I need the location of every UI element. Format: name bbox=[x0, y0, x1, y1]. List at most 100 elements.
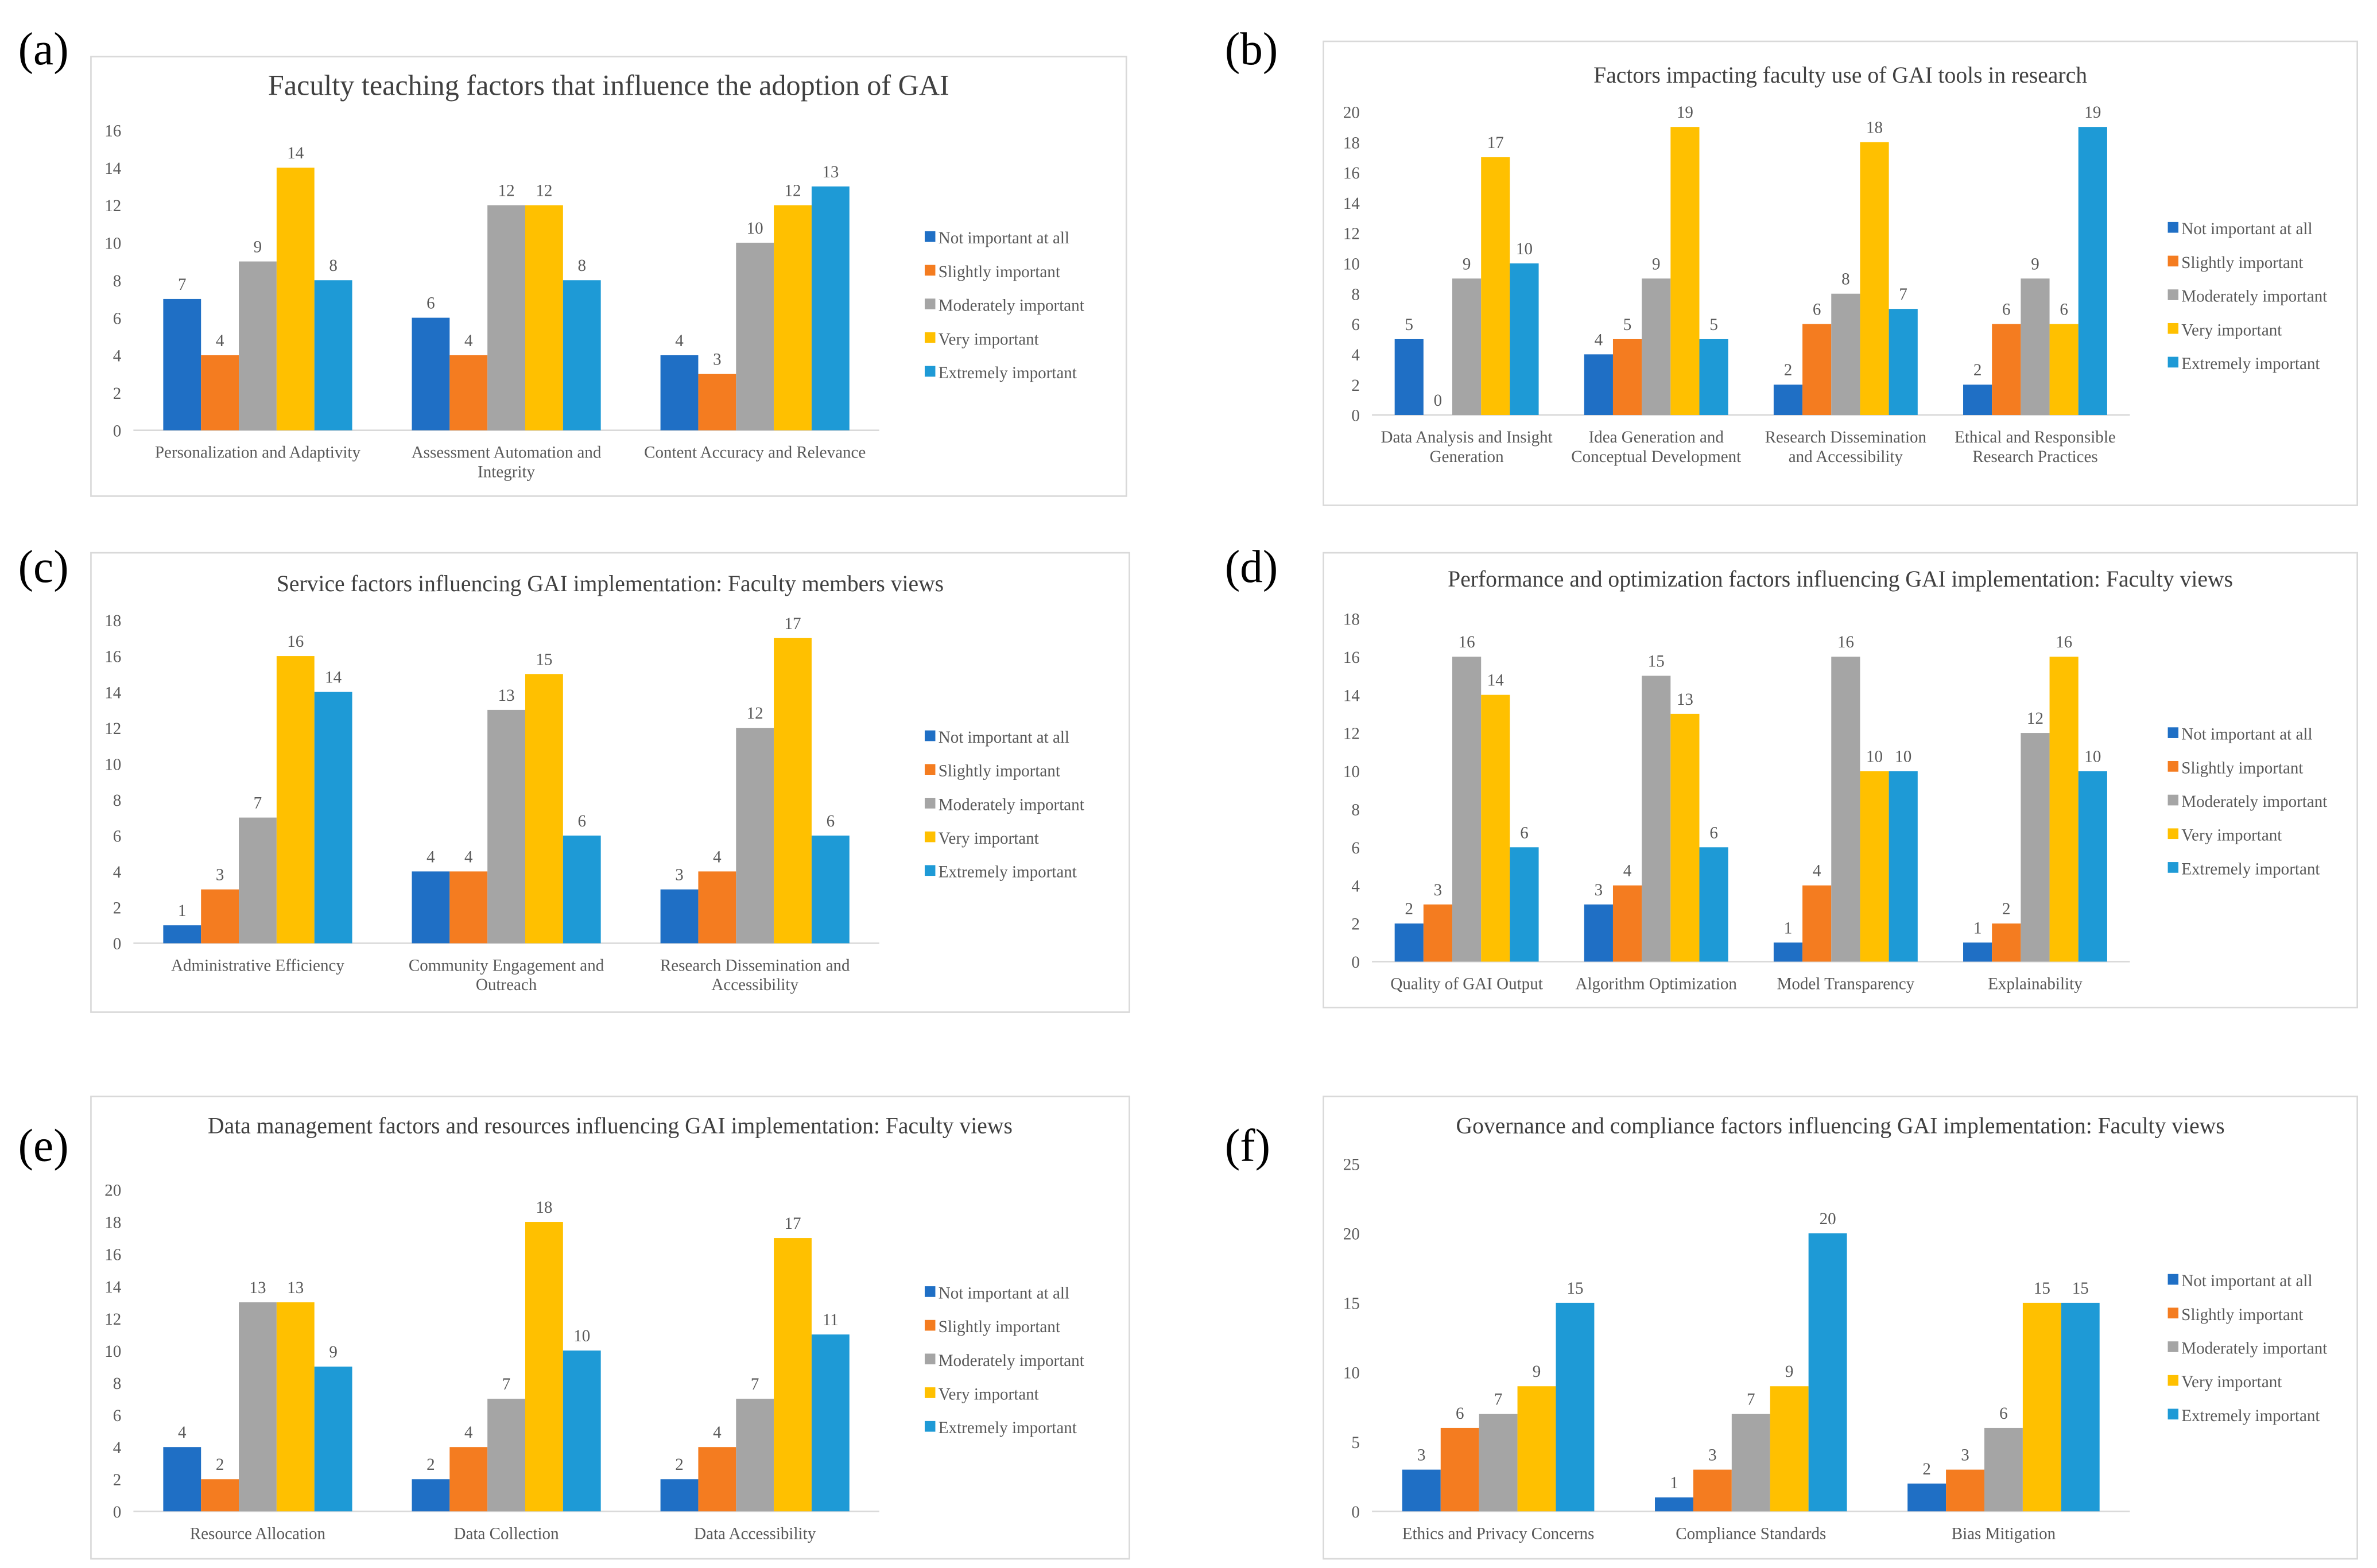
legend-swatch bbox=[2167, 255, 2179, 267]
y-tick-label: 16 bbox=[1343, 164, 1360, 183]
y-tick-label: 0 bbox=[1351, 1503, 1360, 1522]
y-tick-label: 10 bbox=[104, 1342, 121, 1361]
chart-title: Faculty teaching factors that influence … bbox=[268, 69, 949, 101]
x-tick-label: Data Collection bbox=[454, 1524, 559, 1543]
bar bbox=[449, 1447, 488, 1512]
y-tick-label: 2 bbox=[1351, 377, 1360, 395]
panel-label: (c) bbox=[18, 541, 69, 592]
data-label: 3 bbox=[1961, 1446, 1969, 1464]
data-label: 6 bbox=[577, 812, 586, 830]
data-label: 16 bbox=[1837, 633, 1854, 651]
data-label: 2 bbox=[675, 1456, 684, 1474]
panel-frame bbox=[90, 1095, 1130, 1560]
bar bbox=[1612, 885, 1642, 962]
bar bbox=[1889, 309, 1918, 416]
y-tick-label: 2 bbox=[1351, 915, 1360, 934]
panel-frame bbox=[90, 552, 1130, 1013]
data-label: 12 bbox=[536, 181, 552, 200]
legend-swatch bbox=[924, 730, 936, 742]
bar bbox=[736, 242, 774, 430]
data-label: 1 bbox=[178, 902, 187, 920]
y-tick-label: 16 bbox=[104, 122, 121, 140]
bar bbox=[412, 317, 450, 430]
data-label: 7 bbox=[1494, 1391, 1503, 1409]
bar bbox=[811, 186, 850, 430]
legend-label: Not important at all bbox=[2181, 220, 2312, 238]
legend-swatch bbox=[2167, 1341, 2179, 1352]
bar bbox=[811, 835, 850, 944]
data-label: 4 bbox=[675, 332, 684, 350]
data-label: 4 bbox=[713, 1423, 722, 1442]
panel-frame bbox=[1323, 1095, 2358, 1560]
y-tick-label: 25 bbox=[1343, 1155, 1360, 1174]
data-label: 15 bbox=[1648, 652, 1665, 670]
legend-label: Slightly important bbox=[939, 762, 1060, 781]
bar bbox=[525, 674, 563, 944]
y-tick-label: 0 bbox=[113, 1503, 122, 1522]
y-tick-label: 4 bbox=[113, 1439, 122, 1457]
y-tick-label: 12 bbox=[104, 197, 121, 215]
legend-label: Extremely important bbox=[2181, 355, 2320, 373]
legend-label: Slightly important bbox=[2181, 1306, 2303, 1324]
data-label: 2 bbox=[1784, 361, 1793, 379]
data-label: 10 bbox=[2084, 747, 2101, 766]
bar bbox=[1584, 354, 1613, 416]
bar bbox=[563, 835, 601, 944]
legend-label: Moderately important bbox=[2181, 1339, 2327, 1357]
data-label: 19 bbox=[1677, 103, 1693, 122]
legend-label: Extremely important bbox=[939, 364, 1077, 382]
x-tick-label: Research Dissemination and Accessibility bbox=[1765, 428, 1927, 466]
bar bbox=[660, 1479, 699, 1512]
bar bbox=[1452, 278, 1482, 416]
data-label: 2 bbox=[1973, 361, 1982, 379]
bar bbox=[1584, 904, 1613, 962]
data-label: 16 bbox=[1459, 633, 1475, 651]
data-label: 9 bbox=[1652, 255, 1661, 273]
bar bbox=[314, 1367, 352, 1512]
data-label: 7 bbox=[1747, 1391, 1755, 1409]
data-label: 9 bbox=[1785, 1363, 1794, 1381]
legend-swatch bbox=[924, 298, 936, 309]
legend-swatch bbox=[2167, 862, 2179, 873]
legend-swatch bbox=[2167, 1375, 2179, 1386]
data-label: 2 bbox=[426, 1456, 435, 1474]
legend-swatch bbox=[924, 1420, 936, 1432]
bar bbox=[239, 817, 277, 944]
data-label: 5 bbox=[1405, 316, 1413, 334]
bar bbox=[1510, 263, 1539, 416]
data-label: 6 bbox=[827, 812, 835, 830]
data-label: 5 bbox=[1709, 316, 1718, 334]
bar bbox=[660, 889, 699, 944]
y-tick-label: 16 bbox=[104, 1246, 121, 1264]
data-label: 9 bbox=[2031, 255, 2039, 273]
x-tick-label: Bias Mitigation bbox=[1952, 1524, 2056, 1543]
data-label: 16 bbox=[2056, 633, 2072, 651]
legend-swatch bbox=[924, 366, 936, 377]
x-tick-label: Data Accessibility bbox=[694, 1524, 816, 1543]
data-label: 18 bbox=[1866, 118, 1883, 137]
data-label: 15 bbox=[1566, 1279, 1583, 1298]
legend-label: Extremely important bbox=[939, 1419, 1077, 1437]
x-tick-label: Ethics and Privacy Concerns bbox=[1402, 1524, 1595, 1543]
data-label: 4 bbox=[216, 332, 224, 350]
y-tick-label: 18 bbox=[1343, 134, 1360, 152]
bar bbox=[1452, 657, 1482, 962]
bar bbox=[487, 205, 525, 430]
data-label: 13 bbox=[287, 1279, 304, 1297]
bar bbox=[1802, 324, 1832, 416]
legend-swatch bbox=[924, 865, 936, 876]
bar bbox=[1670, 127, 1700, 416]
x-tick-label: Resource Allocation bbox=[190, 1524, 326, 1543]
legend-swatch bbox=[924, 764, 936, 775]
data-label: 2 bbox=[216, 1456, 224, 1474]
y-tick-label: 5 bbox=[1351, 1434, 1360, 1452]
panel-label: (f) bbox=[1225, 1120, 1270, 1171]
bar bbox=[1423, 904, 1453, 962]
bar bbox=[811, 1334, 850, 1512]
bar bbox=[1612, 339, 1642, 416]
y-tick-label: 8 bbox=[113, 791, 122, 810]
bar bbox=[525, 1222, 563, 1512]
data-label: 12 bbox=[498, 181, 515, 200]
legend-label: Very important bbox=[939, 1385, 1039, 1403]
y-tick-label: 6 bbox=[113, 827, 122, 845]
